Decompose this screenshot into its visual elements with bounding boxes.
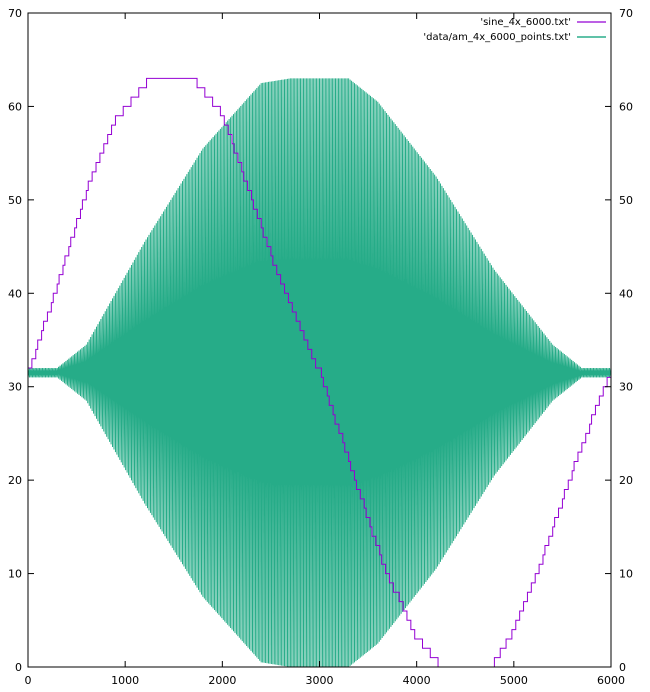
sine-series [28,77,612,668]
y2-tick-label: 50 [619,194,633,207]
x-tick-label: 4000 [403,674,431,687]
y-tick-label: 30 [8,381,22,394]
y-tick-label: 70 [8,7,22,20]
x-tick-label: 3000 [306,674,334,687]
sine-series-line [28,77,612,668]
am-series [27,78,612,668]
y2-tick-label: 40 [619,287,633,300]
axis-ticks: 0 1000 2000 3000 4000 5000 6000010203040506070… [8,7,633,687]
x-tick-label: 5000 [500,674,528,687]
legend-label-sine: 'sine_4x_6000.txt' [480,17,571,28]
legend: 'sine_4x_6000.txt' 'data/am_4x_6000_poin… [423,17,606,43]
y-tick-label: 20 [8,474,22,487]
x-tick-label: 6000 [597,674,625,687]
x-tick-label: 0 [25,674,32,687]
y2-tick-label: 70 [619,7,633,20]
y2-tick-label: 0 [619,661,626,674]
y2-tick-label: 30 [619,381,633,394]
x-tick-label: 2000 [208,674,236,687]
legend-label-am: 'data/am_4x_6000_points.txt' [423,32,571,43]
y-tick-label: 10 [8,568,22,581]
y-tick-label: 40 [8,287,22,300]
x-tick-label: 1000 [111,674,139,687]
y2-tick-label: 60 [619,100,633,113]
am-series-line [27,78,612,668]
y-tick-label: 60 [8,100,22,113]
y-tick-label: 0 [15,661,22,674]
y-tick-label: 50 [8,194,22,207]
y2-tick-label: 10 [619,568,633,581]
y2-tick-label: 20 [619,474,633,487]
